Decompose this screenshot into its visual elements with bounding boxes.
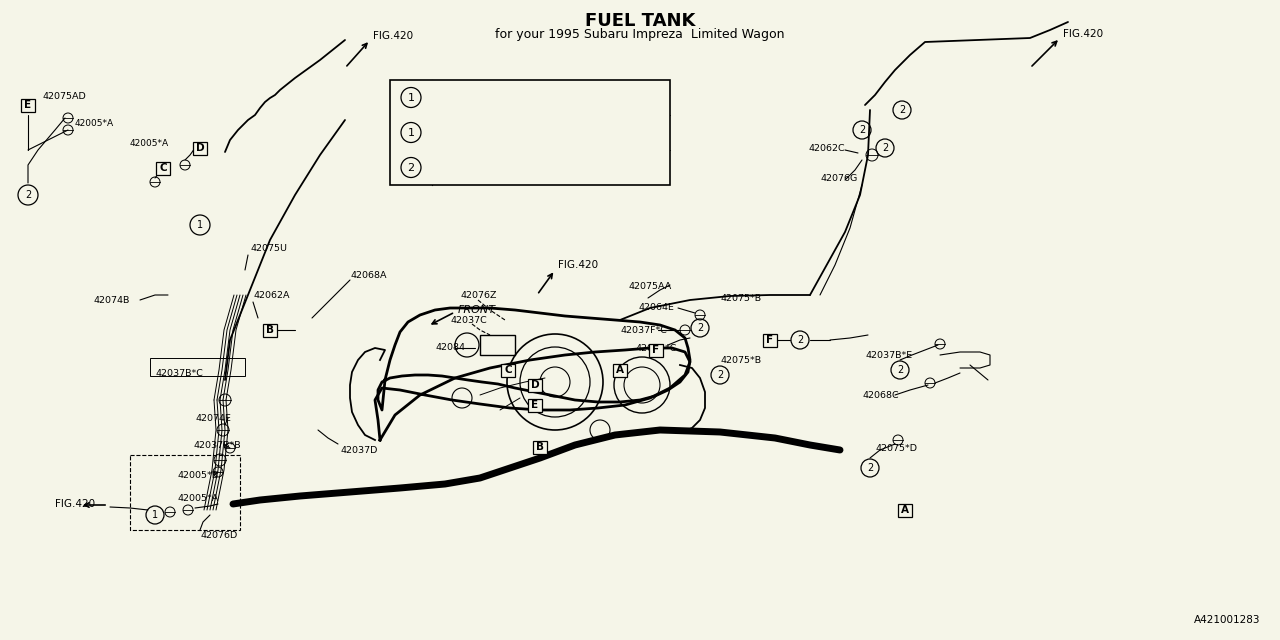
Text: 2: 2 <box>882 143 888 153</box>
Bar <box>763 333 777 346</box>
Bar <box>649 344 663 356</box>
Text: 42005*A: 42005*A <box>131 138 169 147</box>
Text: 42075*B: 42075*B <box>721 355 762 365</box>
Text: 42074E: 42074E <box>195 413 230 422</box>
Bar <box>480 335 515 355</box>
Bar <box>390 80 669 185</box>
Text: 1: 1 <box>407 93 415 102</box>
Text: A: A <box>901 505 909 515</box>
Text: 42068C: 42068C <box>861 390 899 399</box>
Text: E: E <box>531 400 539 410</box>
Bar <box>532 440 547 454</box>
Text: 42068A: 42068A <box>349 271 387 280</box>
Text: 42076Z: 42076Z <box>460 291 497 300</box>
Text: 1: 1 <box>197 220 204 230</box>
Text: 1: 1 <box>407 127 415 138</box>
Text: 2: 2 <box>24 190 31 200</box>
Text: 42075*C: 42075*C <box>635 344 676 353</box>
Text: 2: 2 <box>899 105 905 115</box>
Text: 42005*B: 42005*B <box>177 470 218 479</box>
Text: B: B <box>266 325 274 335</box>
Text: 2: 2 <box>797 335 803 345</box>
Text: F: F <box>767 335 773 345</box>
Text: 42037D: 42037D <box>340 445 378 454</box>
Text: D: D <box>196 143 205 153</box>
Bar <box>613 364 627 376</box>
Text: 42075U: 42075U <box>250 243 287 253</box>
Text: C: C <box>159 163 166 173</box>
Text: 42005*A: 42005*A <box>76 118 114 127</box>
Text: FRONT: FRONT <box>458 305 497 315</box>
Text: 42075*B: 42075*B <box>721 294 762 303</box>
Text: 2: 2 <box>407 163 415 173</box>
Text: E: E <box>24 100 32 110</box>
Text: 42037F*C: 42037F*C <box>620 326 667 335</box>
Text: 2: 2 <box>867 463 873 473</box>
Text: 2: 2 <box>897 365 904 375</box>
Text: 42076D: 42076D <box>200 531 237 540</box>
Bar <box>500 364 515 376</box>
Bar <box>529 378 541 392</box>
Bar <box>193 141 207 154</box>
Text: 1: 1 <box>152 510 157 520</box>
Bar <box>262 323 276 337</box>
Text: A: A <box>616 365 625 375</box>
Text: 2: 2 <box>717 370 723 380</box>
Text: 2: 2 <box>859 125 865 135</box>
Text: 42037B*E: 42037B*E <box>865 351 913 360</box>
Text: 42037B*B: 42037B*B <box>193 440 241 449</box>
Text: B: B <box>536 442 544 452</box>
Text: 42076G: 42076G <box>820 173 858 182</box>
Bar <box>150 358 244 376</box>
Text: 42005*A: 42005*A <box>177 493 219 502</box>
Text: W170069 <-07MY0702>: W170069 <-07MY0702> <box>445 93 573 102</box>
Text: F: F <box>653 345 659 355</box>
Text: 42064E: 42064E <box>637 303 673 312</box>
Text: FIG.420: FIG.420 <box>558 260 598 270</box>
Text: 0923S*B <07MY0703->: 0923S*B <07MY0703-> <box>445 127 570 138</box>
Text: A421001283: A421001283 <box>1193 615 1260 625</box>
Text: 42037B*C: 42037B*C <box>155 369 202 378</box>
Text: 42075AA: 42075AA <box>628 282 671 291</box>
Text: for your 1995 Subaru Impreza  Limited Wagon: for your 1995 Subaru Impreza Limited Wag… <box>495 28 785 41</box>
Text: 42062C: 42062C <box>808 143 845 152</box>
Text: 0923S*A: 0923S*A <box>445 163 490 173</box>
Text: 42074B: 42074B <box>93 296 129 305</box>
Text: 2: 2 <box>696 323 703 333</box>
Text: FIG.420: FIG.420 <box>55 499 95 509</box>
Bar <box>156 161 170 175</box>
Bar <box>899 504 913 516</box>
Text: D: D <box>531 380 539 390</box>
Text: 42037C: 42037C <box>451 316 486 324</box>
Bar <box>20 99 35 111</box>
Text: 42075AD: 42075AD <box>42 92 86 100</box>
Text: FIG.420: FIG.420 <box>1062 29 1103 39</box>
Bar <box>131 455 241 530</box>
Text: 42062A: 42062A <box>253 291 289 300</box>
Text: FUEL TANK: FUEL TANK <box>585 12 695 30</box>
Bar <box>529 399 541 412</box>
Text: 42075*D: 42075*D <box>876 444 916 452</box>
Text: 42084: 42084 <box>435 342 465 351</box>
Text: C: C <box>504 365 512 375</box>
Text: FIG.420: FIG.420 <box>372 31 413 41</box>
